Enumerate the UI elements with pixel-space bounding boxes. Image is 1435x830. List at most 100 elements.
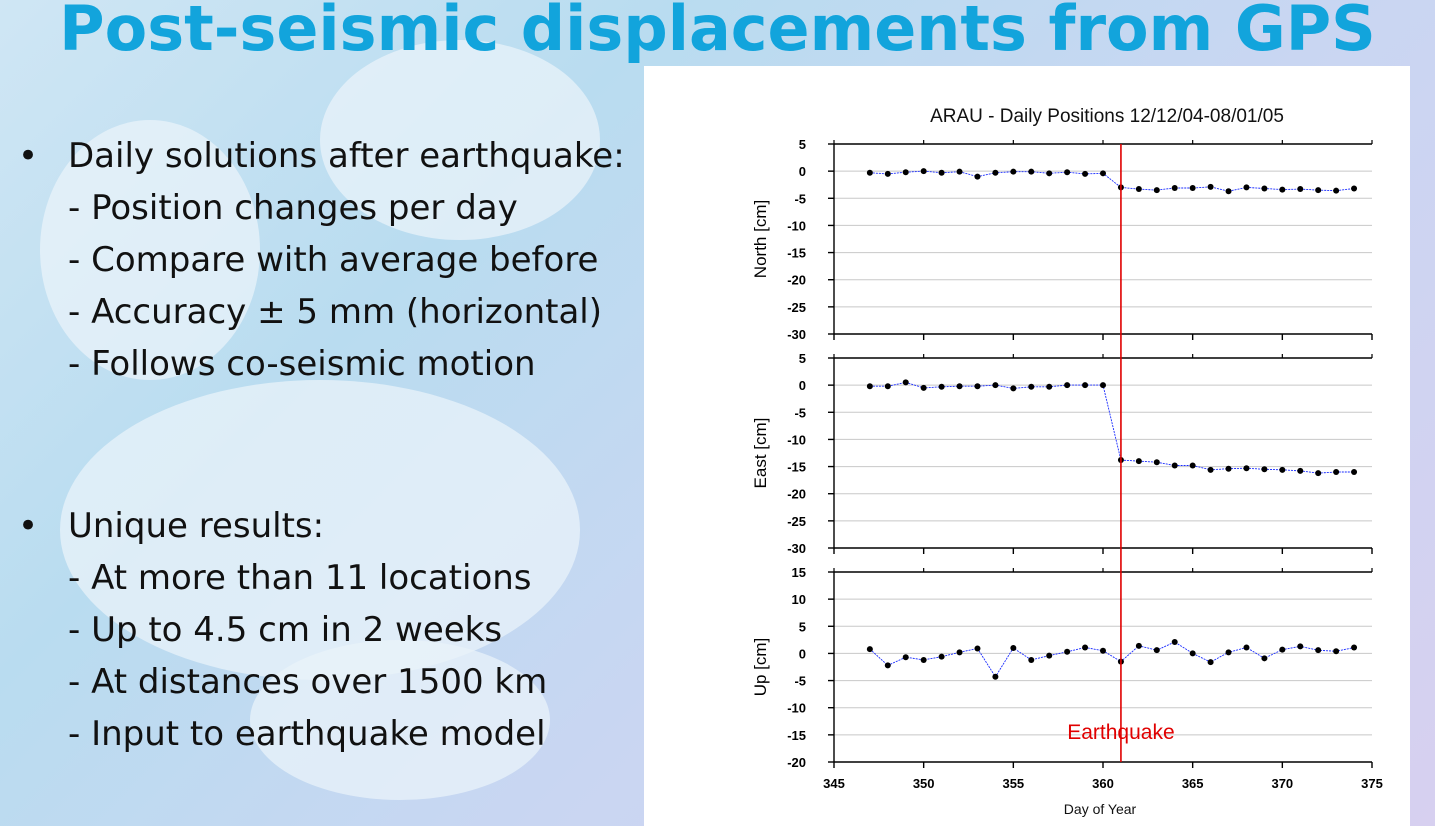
east-data-point [992, 382, 999, 389]
east-data-point [1243, 465, 1250, 472]
east-data-point [1135, 458, 1142, 465]
north-y-axis-label: North [cm] [751, 200, 770, 278]
up-data-point [1207, 659, 1214, 666]
north-y-tick-label: 0 [799, 164, 806, 179]
up-data-point [1010, 645, 1017, 651]
east-y-tick-label: -10 [787, 432, 806, 447]
east-data-point [1189, 462, 1196, 469]
north-data-point [920, 168, 927, 175]
up-y-axis-label: Up [cm] [751, 638, 770, 697]
up-y-tick-label: -10 [787, 701, 806, 716]
up-data-point [1261, 655, 1268, 662]
bullet-marker: • [18, 136, 39, 176]
bullet-text: Unique results: [68, 506, 325, 546]
up-y-tick-label: 0 [799, 646, 806, 661]
north-data-point [1153, 187, 1160, 194]
up-data-point [866, 646, 873, 653]
north-y-tick-label: -25 [787, 300, 806, 315]
north-data-point [938, 169, 945, 176]
east-data-point [1279, 466, 1286, 473]
up-y-tick-label: 15 [792, 565, 806, 580]
gps-chart: ARAU - Daily Positions 12/12/04-08/01/05… [751, 106, 1383, 817]
east-data-point [1261, 466, 1268, 473]
up-data-point [1064, 648, 1071, 655]
north-data-point [1135, 186, 1142, 193]
sub-bullet: - Accuracy ± 5 mm (horizontal) [68, 292, 603, 332]
bullet-text: Daily solutions after earthquake: [68, 136, 625, 176]
up-data-point [1153, 647, 1160, 654]
bullet-list: • Daily solutions after earthquake: - Po… [18, 130, 625, 760]
sub-bullet: - Follows co-seismic motion [68, 344, 536, 384]
x-tick-label: 360 [1092, 776, 1114, 791]
up-data-point [956, 649, 963, 656]
north-data-point [1333, 187, 1340, 194]
x-axis-label: Day of Year [1064, 801, 1137, 817]
up-y-tick-label: 5 [799, 619, 806, 634]
north-data-point [992, 169, 999, 176]
north-data-point [1064, 169, 1071, 176]
map-shape [40, 120, 260, 380]
up-data-point [1225, 649, 1232, 656]
map-shape [320, 40, 600, 240]
east-data-point [866, 383, 873, 390]
east-data-point [1297, 467, 1304, 474]
north-data-point [1315, 187, 1322, 194]
east-data-point [1010, 385, 1017, 392]
bullet-item: • Daily solutions after earthquake: [18, 130, 625, 182]
up-data-point [902, 654, 909, 661]
east-data-point [974, 383, 981, 390]
north-data-point [866, 169, 873, 176]
north-data-point [902, 169, 909, 176]
up-data-point [938, 653, 945, 660]
north-data-point [884, 170, 891, 177]
east-y-tick-label: -20 [787, 487, 806, 502]
up-data-point [884, 662, 891, 669]
up-data-point [1189, 650, 1196, 657]
up-data-point [1028, 656, 1035, 663]
east-data-point [956, 383, 963, 390]
up-data-point [1315, 647, 1322, 654]
east-data-point [1207, 466, 1214, 473]
up-series-line [869, 641, 1355, 678]
up-y-tick-label: -15 [787, 728, 806, 743]
up-data-point [1135, 642, 1142, 649]
map-shape [250, 640, 550, 800]
north-data-point [1261, 185, 1268, 192]
east-y-tick-label: 0 [799, 378, 806, 393]
sub-bullet: - At more than 11 locations [68, 558, 532, 598]
east-data-point [1100, 382, 1106, 389]
up-y-tick-label: -5 [794, 674, 806, 689]
north-data-point [1297, 186, 1304, 193]
up-data-point [1082, 644, 1089, 651]
east-data-point [920, 384, 927, 391]
x-tick-label: 355 [1002, 776, 1024, 791]
east-data-point [1046, 383, 1053, 390]
north-data-point [1171, 184, 1178, 191]
sub-bullet: - Compare with average before [68, 240, 599, 280]
east-data-point [1153, 459, 1160, 466]
east-y-tick-label: -15 [787, 460, 806, 475]
east-y-tick-label: 5 [799, 351, 806, 366]
east-data-point [1082, 382, 1089, 389]
north-data-point [974, 173, 981, 180]
north-data-point [1225, 188, 1232, 195]
north-y-tick-label: -10 [787, 218, 806, 233]
east-y-tick-label: -25 [787, 514, 806, 529]
up-data-point [1351, 644, 1358, 651]
east-series-line [869, 381, 1355, 474]
east-data-point [902, 379, 909, 386]
up-y-tick-label: 10 [792, 592, 806, 607]
north-y-tick-label: 5 [799, 137, 806, 152]
north-y-tick-label: -15 [787, 246, 806, 261]
up-y-tick-label: -20 [787, 755, 806, 770]
north-data-point [1189, 184, 1196, 191]
east-data-point [1028, 383, 1035, 390]
north-y-tick-label: -20 [787, 273, 806, 288]
east-y-tick-label: -5 [794, 405, 806, 420]
up-data-point [1100, 647, 1106, 654]
north-data-point [1028, 168, 1035, 175]
north-data-point [1100, 170, 1106, 177]
up-data-point [920, 656, 927, 663]
north-data-point [1010, 168, 1017, 175]
up-data-point [1279, 646, 1286, 653]
